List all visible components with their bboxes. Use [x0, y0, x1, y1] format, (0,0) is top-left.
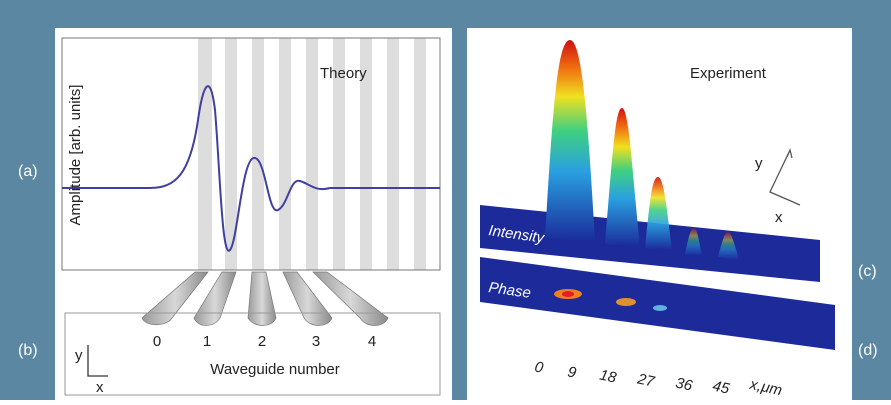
waveguide-number: 0 [153, 333, 161, 350]
x-tick-label: 45 [711, 378, 731, 398]
axis-x: x [775, 209, 783, 226]
waveguides [141, 271, 389, 326]
x-ticks: 0 9 18 27 36 45 x,μm [533, 358, 783, 399]
theory-title: Theory [320, 65, 367, 82]
phase-spots [554, 289, 667, 311]
axis-y: y [75, 347, 83, 364]
axes-icon-3d [769, 147, 801, 206]
y-label: Amplitude [arb. units] [67, 85, 84, 226]
panel-label: (d) [858, 342, 878, 359]
x-tick-label: 27 [635, 370, 656, 390]
amplitude-curve [62, 85, 440, 252]
stripes [198, 38, 426, 270]
waveguide-numbers: 0 1 2 3 4 [153, 333, 376, 350]
phase-plane [480, 257, 835, 350]
waveguide-number: 2 [258, 333, 266, 350]
waveguide-number: 1 [203, 333, 211, 350]
phase-label: Phase [487, 279, 531, 302]
waveguide-number: 4 [368, 333, 376, 350]
panel-label: (b) [18, 342, 38, 359]
axis-y: y [755, 155, 763, 172]
intensity-peaks [545, 40, 739, 260]
waveguide-number: 3 [312, 333, 320, 350]
panel-label: (c) [858, 263, 877, 280]
axes-icon [87, 345, 108, 377]
axis-x: x [96, 379, 104, 396]
x-tick-label: 36 [674, 375, 694, 395]
x-tick-label: x,μm [747, 376, 783, 400]
plot-frame [61, 37, 441, 271]
x-tick-label: 18 [598, 367, 618, 387]
substrate [64, 312, 441, 396]
experiment-title: Experiment [690, 65, 767, 82]
x-label: Waveguide number [210, 361, 340, 378]
panel-label: (a) [18, 163, 38, 180]
